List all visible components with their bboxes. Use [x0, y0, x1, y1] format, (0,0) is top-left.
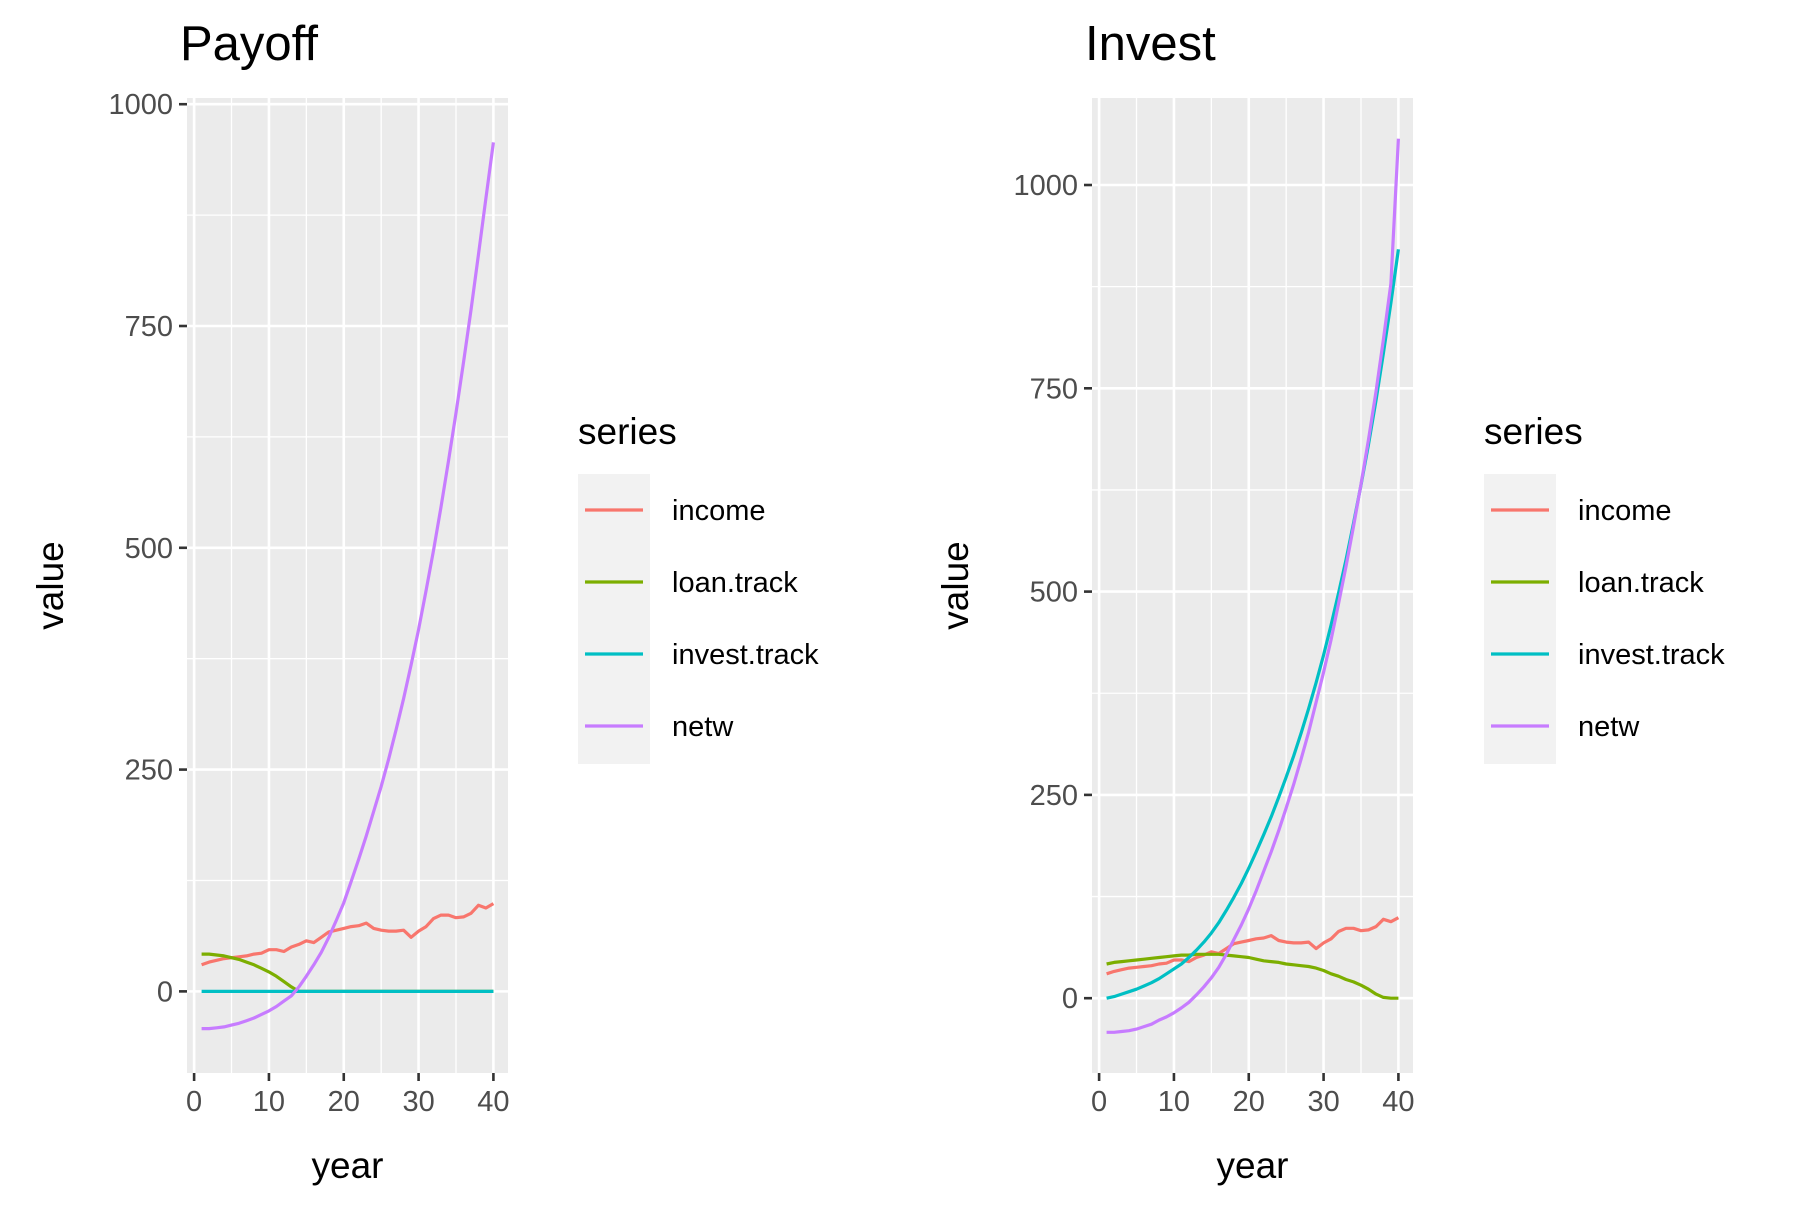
legend-label-invest-track: invest.track — [672, 639, 819, 671]
y-tick-label: 500 — [1030, 577, 1078, 609]
y-tick-label: 1000 — [108, 89, 173, 121]
plot-title: Invest — [1085, 17, 1216, 71]
legend-label-invest-track: invest.track — [1578, 639, 1725, 671]
series-line-income — [201, 902, 495, 967]
y-tick-label: 0 — [1062, 983, 1078, 1015]
panel-background — [187, 98, 508, 1073]
y-axis-title: value — [935, 541, 976, 629]
legend-title: series — [1484, 411, 1583, 452]
x-tick-label: 30 — [402, 1086, 434, 1118]
y-tick-label: 0 — [157, 976, 173, 1008]
y-tick-label: 750 — [125, 311, 173, 343]
x-tick-label: 10 — [253, 1086, 285, 1118]
x-tick-label: 10 — [1158, 1086, 1190, 1118]
plot-title: Payoff — [180, 17, 318, 71]
x-tick-label: 40 — [477, 1086, 509, 1118]
panel-background — [1092, 98, 1413, 1073]
legend-label-loan-track: loan.track — [1578, 567, 1704, 599]
series-line-income — [1106, 916, 1400, 976]
panel-invest: 0 10 20 30 40 0 250 500 750 1000 Invest year value se… — [935, 17, 1725, 1186]
series-line-netw — [1106, 138, 1400, 1034]
series-line-netw — [201, 142, 495, 1031]
x-axis-title: year — [312, 1145, 384, 1186]
x-tick-label: 30 — [1307, 1086, 1339, 1118]
legend-key-background — [578, 474, 650, 764]
y-tick-label: 1000 — [1013, 170, 1078, 202]
x-tick-label: 20 — [328, 1086, 360, 1118]
y-tick-label: 750 — [1030, 373, 1078, 405]
legend-label-income: income — [672, 495, 766, 527]
y-tick-label: 250 — [1030, 780, 1078, 812]
y-axis-title: value — [30, 541, 71, 629]
legend-label-loan-track: loan.track — [672, 567, 798, 599]
x-axis-title: year — [1217, 1145, 1289, 1186]
legend-key-background — [1484, 474, 1556, 764]
x-tick-label: 0 — [1091, 1086, 1107, 1118]
legend-title: series — [578, 411, 677, 452]
x-tick-label: 0 — [186, 1086, 202, 1118]
series-line-loan-track — [1106, 952, 1399, 1000]
x-tick-label: 20 — [1233, 1086, 1265, 1118]
x-tick-label: 40 — [1382, 1086, 1414, 1118]
y-tick-label: 500 — [125, 533, 173, 565]
legend-label-income: income — [1578, 495, 1672, 527]
legend: series income loan.track invest.track netw — [578, 411, 819, 764]
legend: series income loan.track invest.track netw — [1484, 411, 1725, 764]
legend-label-netw: netw — [1578, 711, 1640, 743]
y-tick-label: 250 — [125, 755, 173, 787]
legend-label-netw: netw — [672, 711, 734, 743]
